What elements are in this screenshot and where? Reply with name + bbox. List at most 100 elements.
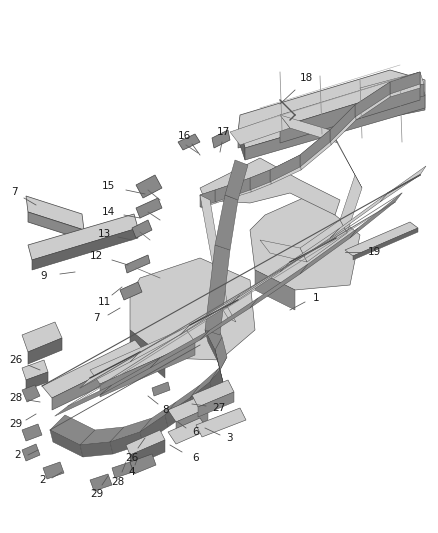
Polygon shape: [150, 330, 210, 368]
Polygon shape: [130, 325, 190, 362]
Polygon shape: [22, 424, 42, 441]
Polygon shape: [90, 328, 195, 384]
Polygon shape: [250, 170, 271, 192]
Polygon shape: [220, 305, 236, 322]
Polygon shape: [132, 220, 152, 238]
Polygon shape: [350, 193, 402, 238]
Polygon shape: [280, 115, 338, 143]
Polygon shape: [50, 415, 95, 445]
Polygon shape: [178, 134, 200, 150]
Polygon shape: [225, 160, 248, 200]
Polygon shape: [110, 432, 143, 454]
Polygon shape: [205, 317, 222, 350]
Polygon shape: [300, 130, 330, 167]
Polygon shape: [280, 84, 420, 143]
Polygon shape: [210, 357, 227, 382]
Polygon shape: [200, 158, 340, 215]
Polygon shape: [130, 440, 165, 467]
Polygon shape: [180, 295, 240, 335]
Polygon shape: [215, 350, 223, 382]
Polygon shape: [205, 245, 230, 335]
Polygon shape: [250, 170, 270, 190]
Polygon shape: [165, 398, 193, 427]
Text: 2: 2: [40, 475, 46, 485]
Text: 18: 18: [300, 73, 313, 83]
Text: 12: 12: [89, 251, 102, 261]
Polygon shape: [176, 408, 208, 434]
Polygon shape: [250, 264, 308, 308]
Polygon shape: [165, 385, 200, 415]
Polygon shape: [190, 369, 218, 398]
Polygon shape: [196, 408, 246, 437]
Polygon shape: [112, 462, 133, 478]
Text: 19: 19: [367, 247, 381, 257]
Polygon shape: [330, 130, 362, 188]
Polygon shape: [140, 402, 176, 432]
Polygon shape: [345, 222, 418, 256]
Polygon shape: [280, 228, 340, 272]
Polygon shape: [26, 372, 48, 390]
Text: 7: 7: [93, 313, 99, 323]
Text: 3: 3: [226, 433, 232, 443]
Text: 1: 1: [313, 293, 319, 303]
Polygon shape: [190, 382, 213, 410]
Polygon shape: [55, 385, 112, 416]
Polygon shape: [200, 190, 215, 207]
Text: 26: 26: [9, 355, 23, 365]
Text: 4: 4: [129, 467, 135, 477]
Polygon shape: [120, 282, 142, 300]
Polygon shape: [215, 185, 230, 202]
Polygon shape: [205, 330, 218, 362]
Text: 9: 9: [41, 271, 47, 281]
Polygon shape: [230, 262, 290, 305]
Text: 6: 6: [193, 453, 199, 463]
Polygon shape: [130, 330, 165, 378]
Polygon shape: [26, 196, 84, 230]
Text: 28: 28: [9, 393, 23, 403]
Polygon shape: [260, 240, 307, 262]
Polygon shape: [240, 80, 425, 148]
Polygon shape: [238, 95, 425, 148]
Polygon shape: [136, 175, 162, 198]
Polygon shape: [330, 105, 356, 145]
Polygon shape: [238, 70, 425, 132]
Polygon shape: [22, 322, 62, 352]
Polygon shape: [230, 178, 251, 198]
Text: 29: 29: [90, 489, 104, 499]
Text: 15: 15: [101, 181, 115, 191]
Polygon shape: [245, 95, 425, 160]
Text: 28: 28: [111, 477, 125, 487]
Text: 2: 2: [15, 450, 21, 460]
Polygon shape: [130, 454, 156, 474]
Polygon shape: [130, 258, 255, 360]
Polygon shape: [230, 115, 290, 145]
Text: 8: 8: [162, 405, 170, 415]
Polygon shape: [360, 72, 424, 100]
Polygon shape: [28, 338, 62, 364]
Polygon shape: [200, 195, 228, 308]
Polygon shape: [110, 418, 152, 442]
Polygon shape: [200, 298, 258, 340]
Polygon shape: [100, 358, 160, 395]
Polygon shape: [152, 382, 170, 396]
Polygon shape: [215, 185, 231, 203]
Polygon shape: [80, 442, 113, 457]
Polygon shape: [390, 72, 420, 97]
Polygon shape: [230, 178, 250, 197]
Polygon shape: [300, 130, 331, 170]
Polygon shape: [355, 82, 390, 117]
Polygon shape: [353, 228, 418, 260]
Polygon shape: [126, 430, 165, 455]
Polygon shape: [340, 175, 362, 233]
Polygon shape: [168, 418, 208, 444]
Polygon shape: [390, 72, 420, 94]
Text: 17: 17: [216, 127, 230, 137]
Text: 14: 14: [101, 207, 115, 217]
Polygon shape: [42, 340, 145, 398]
Polygon shape: [300, 228, 358, 274]
Polygon shape: [140, 415, 168, 444]
Polygon shape: [43, 462, 64, 479]
Text: 6: 6: [193, 427, 199, 437]
Polygon shape: [215, 195, 238, 250]
Polygon shape: [52, 352, 145, 410]
